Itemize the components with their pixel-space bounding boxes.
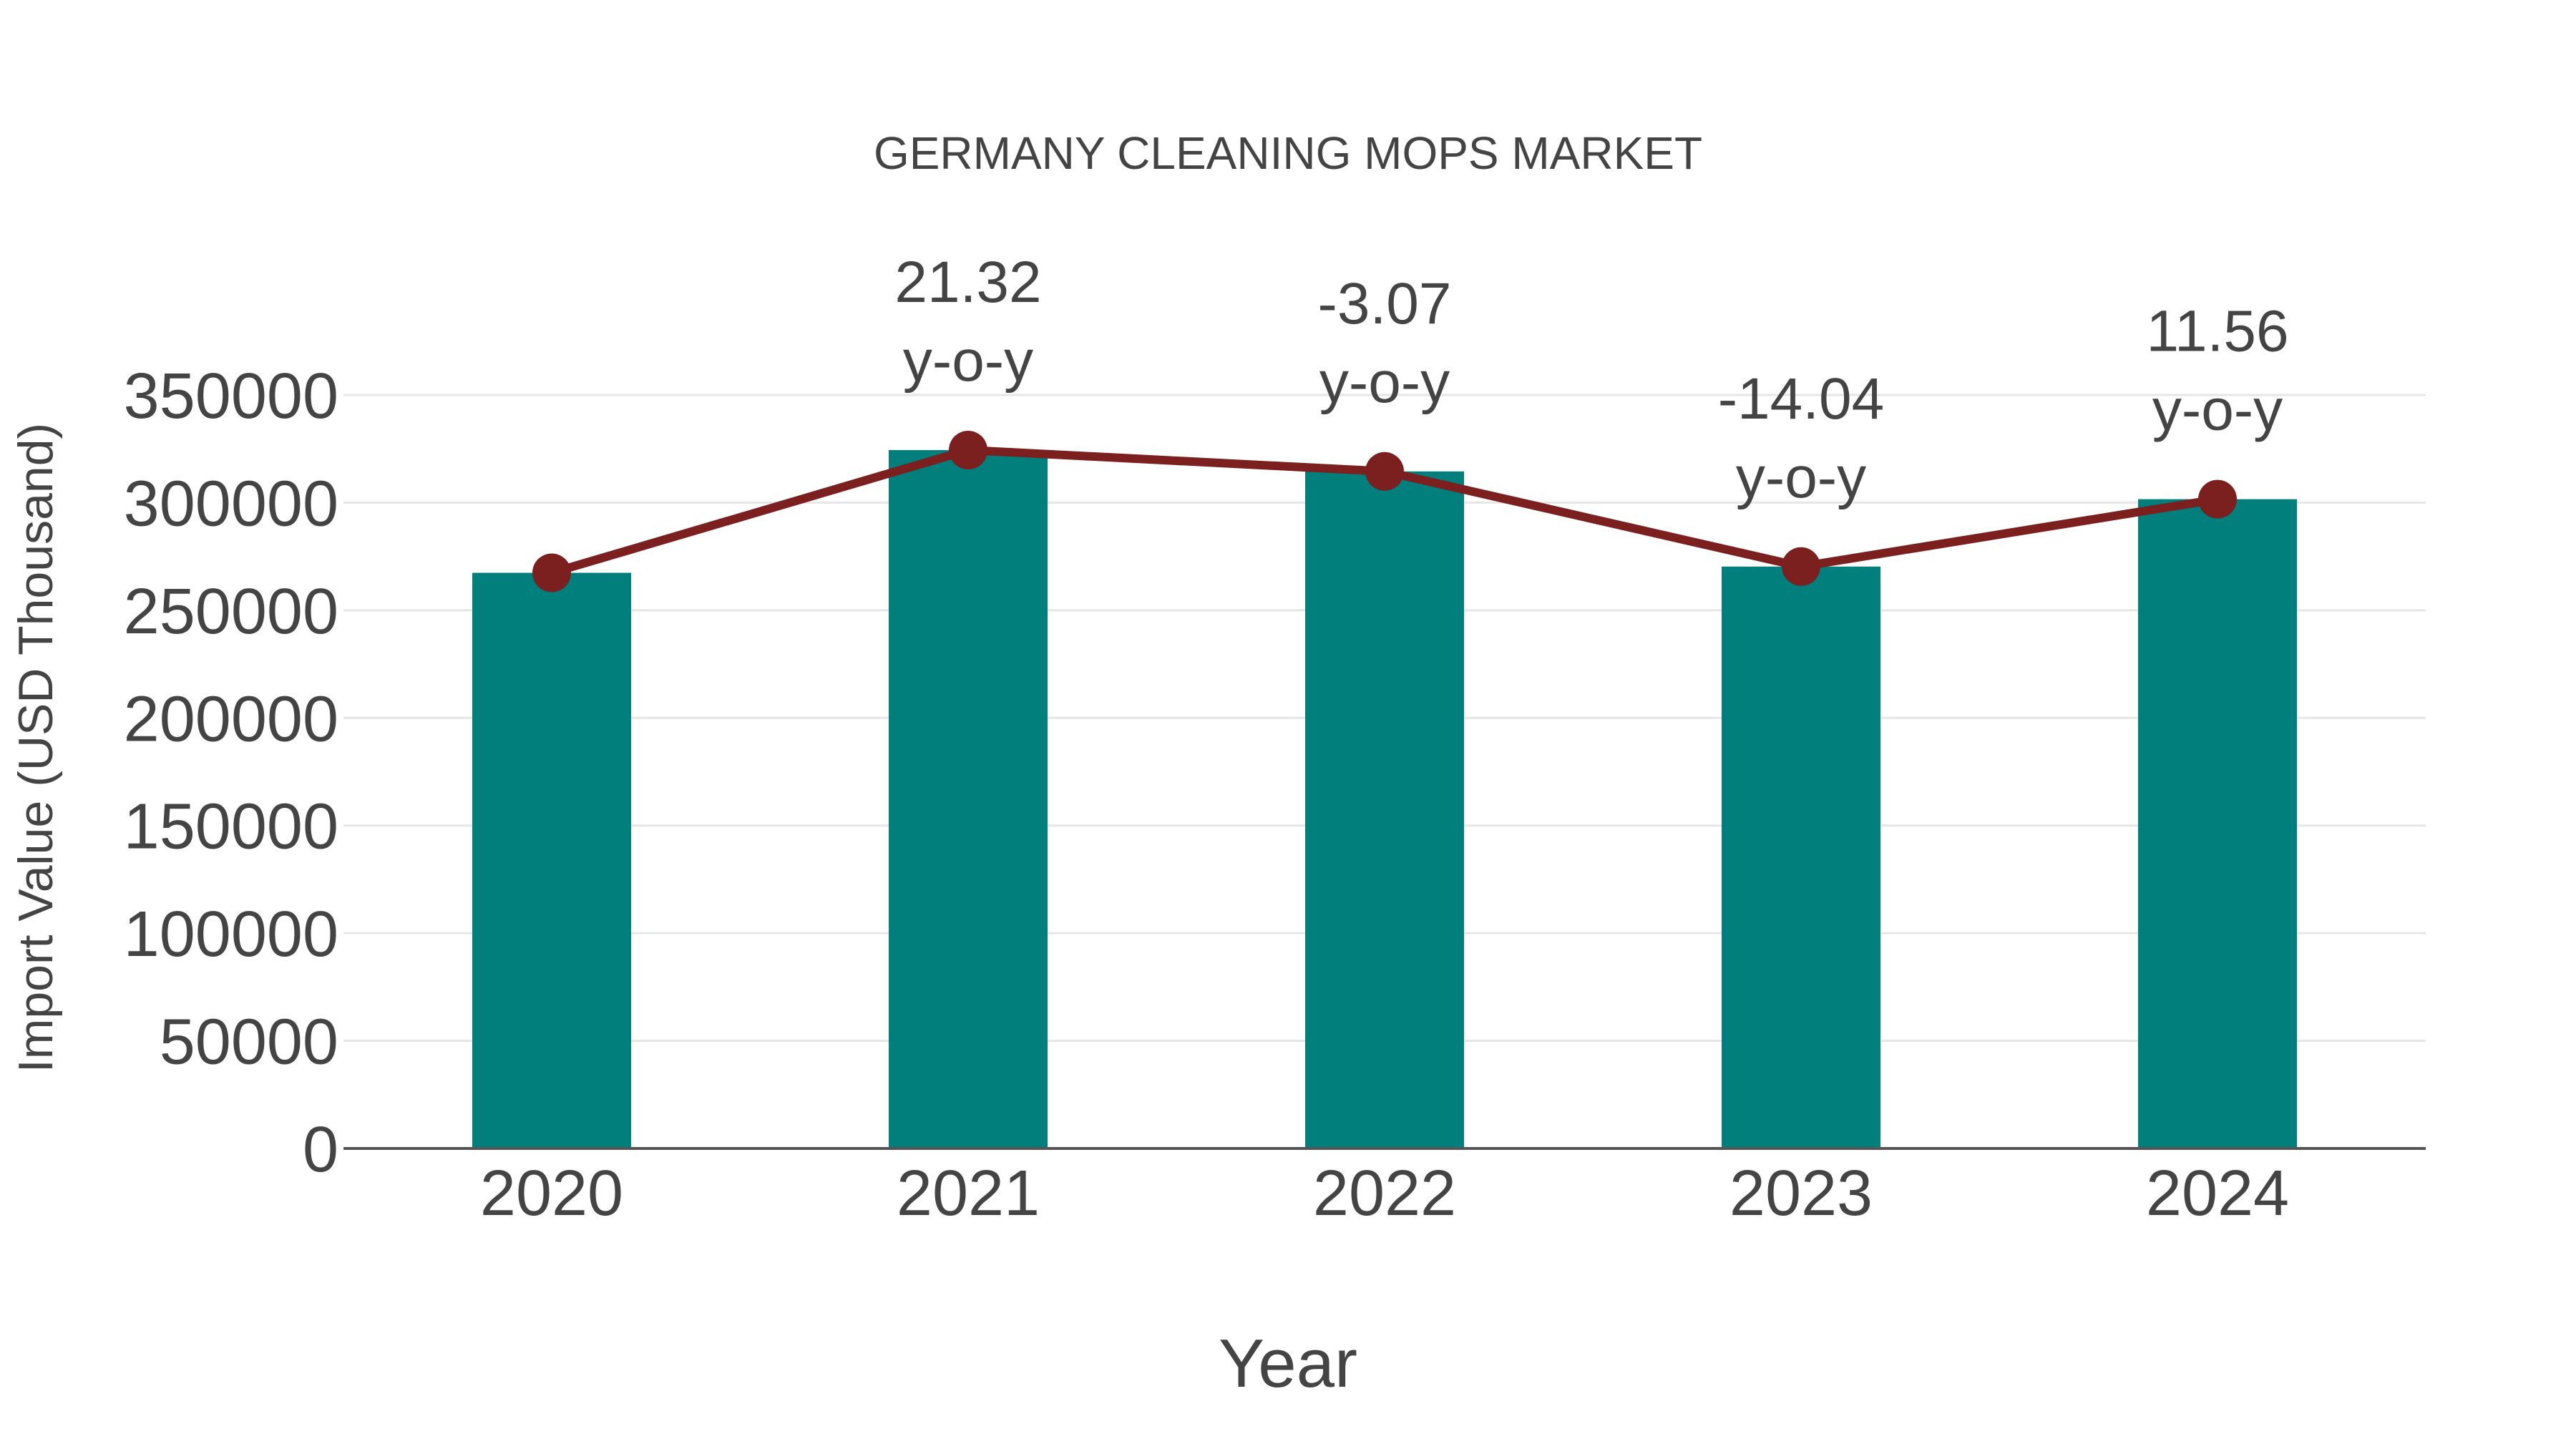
bar-2021 bbox=[889, 450, 1048, 1148]
yoy-value: -14.04 bbox=[1718, 366, 1885, 431]
y-tick-label: 350000 bbox=[124, 361, 338, 432]
yoy-label-2021: 21.32 y-o-y bbox=[894, 250, 1041, 394]
y-tick-label: 50000 bbox=[160, 1007, 338, 1078]
yoy-suffix: y-o-y bbox=[2152, 378, 2283, 443]
y-axis-ticks: 0 50000 100000 150000 200000 250000 300000 3500… bbox=[124, 361, 338, 1186]
x-tick-label: 2021 bbox=[897, 1158, 1040, 1229]
trend-line-series bbox=[532, 431, 2237, 592]
yoy-annotations: 21.32 y-o-y -3.07 y-o-y -14.04 y-o-y 11.56 y-o-… bbox=[894, 250, 2288, 510]
y-tick-label: 150000 bbox=[124, 791, 338, 863]
bar-series bbox=[472, 450, 2297, 1148]
trend-marker-2021 bbox=[949, 431, 987, 470]
x-tick-label: 2024 bbox=[2146, 1158, 2289, 1229]
yoy-label-2023: -14.04 y-o-y bbox=[1718, 366, 1885, 510]
x-axis-ticks: 2020 2021 2022 2023 2024 bbox=[480, 1158, 2289, 1229]
yoy-suffix: y-o-y bbox=[1736, 445, 1866, 510]
yoy-value: 11.56 bbox=[2146, 299, 2288, 364]
trend-marker-2023 bbox=[1782, 547, 1820, 586]
x-axis-title: Year bbox=[1219, 1325, 1357, 1402]
y-tick-label: 300000 bbox=[124, 468, 338, 540]
bar-2024 bbox=[2138, 499, 2297, 1148]
chart-title: GERMANY CLEANING MOPS MARKET bbox=[873, 127, 1703, 179]
yoy-value: 21.32 bbox=[894, 250, 1041, 315]
yoy-suffix: y-o-y bbox=[903, 328, 1033, 394]
bar-2020 bbox=[472, 572, 631, 1148]
trend-marker-2020 bbox=[532, 553, 571, 592]
y-tick-label: 250000 bbox=[124, 576, 338, 648]
yoy-value: -3.07 bbox=[1318, 271, 1452, 336]
yoy-label-2022: -3.07 y-o-y bbox=[1318, 271, 1452, 415]
bar-2022 bbox=[1305, 471, 1464, 1148]
x-tick-label: 2020 bbox=[480, 1158, 623, 1229]
x-tick-label: 2022 bbox=[1313, 1158, 1456, 1229]
x-tick-label: 2023 bbox=[1729, 1158, 1873, 1229]
y-tick-label: 200000 bbox=[124, 683, 338, 755]
trend-marker-2022 bbox=[1365, 452, 1404, 491]
trend-marker-2024 bbox=[2198, 479, 2237, 519]
yoy-suffix: y-o-y bbox=[1319, 350, 1450, 415]
yoy-label-2024: 11.56 y-o-y bbox=[2146, 299, 2288, 443]
bar-2023 bbox=[1722, 566, 1880, 1148]
y-tick-label: 0 bbox=[303, 1114, 338, 1186]
y-tick-label: 100000 bbox=[124, 899, 338, 970]
